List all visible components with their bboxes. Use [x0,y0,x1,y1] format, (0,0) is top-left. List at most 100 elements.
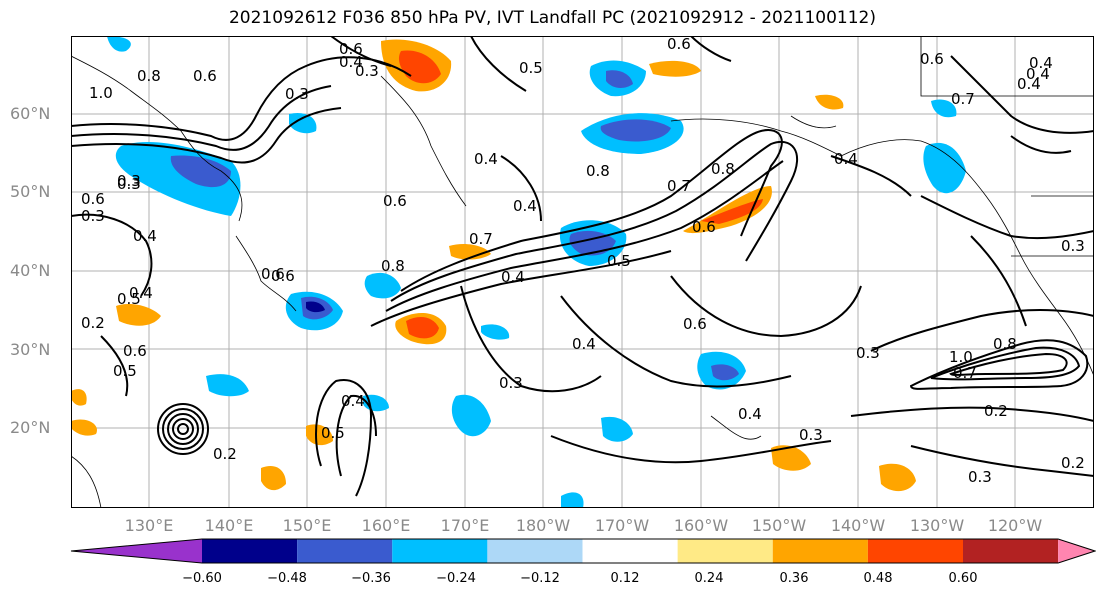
pv-contours [71,36,1094,497]
lon-label-150e: 150°E [282,516,332,535]
contour-label: 0.4 [834,150,858,168]
contour-label: 0.3 [355,62,379,80]
contour-label: 0.6 [383,192,407,210]
lat-label-60n: 60°N [10,104,51,123]
lon-label-130w: 130°W [909,516,965,535]
contour-label: 0.6 [920,50,944,68]
contour-label: 0.2 [81,314,105,332]
lat-label-30n: 30°N [10,340,51,359]
contour-label: 0.4 [133,227,157,245]
colorbar-swatch [867,539,963,563]
contour-label: 0.6 [193,67,217,85]
colorbar-swatch [487,539,583,563]
colorbar-swatch [1058,539,1095,563]
colorbar-tick-label: −0.60 [182,571,222,586]
contour-label: 0.6 [261,265,285,283]
contour-label: 0.4 [1029,54,1053,72]
contour-label: 0.3 [968,468,992,486]
contour-label: 0.2 [1061,454,1085,472]
contour-label: 0.8 [586,162,610,180]
contour-label: 0.6 [692,218,716,236]
colorbar-swatch [963,539,1059,563]
contour-label: 0.6 [667,36,691,53]
colorbar-swatch [392,539,488,563]
lon-label-170e: 170°E [440,516,490,535]
contour-label: 0.2 [984,402,1008,420]
colorbar [70,538,1096,564]
lat-label-50n: 50°N [10,182,51,201]
colorbar-tick-label: −0.48 [267,571,307,586]
colorbar-swatch [202,539,298,563]
contour-label: 0.5 [519,59,543,77]
coastlines [71,36,1094,508]
colorbar-swatch [71,539,202,563]
contour-label: 0.3 [285,85,309,103]
contour-label: 0.6 [123,342,147,360]
contour-label: 0.3 [117,175,141,193]
contour-label: 0.3 [799,426,823,444]
contour-label: 0.5 [113,362,137,380]
colorbar-tick-label: 0.24 [694,571,724,586]
lat-label-20n: 20°N [10,418,51,437]
contour-label: 0.5 [321,424,345,442]
contour-label: 0.4 [474,150,498,168]
contour-label: 0.4 [513,197,537,215]
contour-label: 0.4 [738,405,762,423]
contour-label: 0.4 [341,392,365,410]
shaded-field [71,36,966,508]
contour-label: 0.8 [381,257,405,275]
contour-label: 0.6 [81,190,105,208]
contour-label: 0.8 [993,335,1017,353]
contour-label: 0.8 [711,160,735,178]
contour-labels: 0.6 0.4 0.3 0.5 0.6 0.6 0.4 0.7 0.4 1.0 … [81,36,1085,486]
colorbar-swatch [582,539,678,563]
contour-label: 0.3 [81,207,105,225]
contour-label: 0.3 [499,374,523,392]
lon-label-150w: 150°W [751,516,807,535]
contour-label: 0.5 [607,252,631,270]
lon-label-180w: 180°W [515,516,571,535]
contour-label: 0.7 [953,364,977,382]
contour-label: 0.7 [469,230,493,248]
colorbar-swatch [677,539,773,563]
colorbar-swatch [297,539,393,563]
contour-label: 1.0 [89,84,113,102]
contour-label: 0.6 [339,40,363,58]
lat-label-40n: 40°N [10,261,51,280]
lon-label-120w: 120°W [987,516,1043,535]
colorbar-tick-label: 0.12 [610,571,640,586]
lon-label-140e: 140°E [204,516,254,535]
contour-label: 0.4 [1026,65,1050,83]
contour-label: 0.3 [1061,237,1085,255]
contour-label: 0.6 [683,315,707,333]
contour-label: 0.7 [667,177,691,195]
lon-label-160e: 160°E [361,516,411,535]
contour-label: 0.4 [1017,75,1041,93]
colorbar-tick-label: −0.36 [351,571,391,586]
map-panel: 0.6 0.4 0.3 0.5 0.6 0.6 0.4 0.7 0.4 1.0 … [71,36,1094,508]
colorbar-outline [70,538,1096,564]
contour-label: 0.4 [572,335,596,353]
contour-label: 0.6 [271,267,295,285]
colorbar-tick-label: −0.12 [520,571,560,586]
lon-label-140w: 140°W [830,516,886,535]
contour-label: 0.2 [213,445,237,463]
colorbar-tick-label: −0.24 [436,571,476,586]
lon-label-130e: 130°E [124,516,174,535]
contour-label: 0.3 [856,344,880,362]
contour-label: 0.4 [129,284,153,302]
colorbar-tick-label: 0.48 [863,571,893,586]
map-title: 2021092612 F036 850 hPa PV, IVT Landfall… [228,8,876,28]
colorbar-tick-label: 0.36 [779,571,809,586]
contour-label: 0.4 [339,53,363,71]
colorbar-tick-label: 0.60 [948,571,978,586]
contour-label: 0.4 [501,268,525,286]
colorbar-swatch [772,539,868,563]
contour-label: 1.0 [949,348,973,366]
lon-label-170w: 170°W [594,516,650,535]
contour-label: 0.8 [137,67,161,85]
lon-label-160w: 160°W [673,516,729,535]
contour-label: 0.7 [951,90,975,108]
contour-label: 0.3 [117,172,141,190]
contour-label: 0.5 [117,290,141,308]
